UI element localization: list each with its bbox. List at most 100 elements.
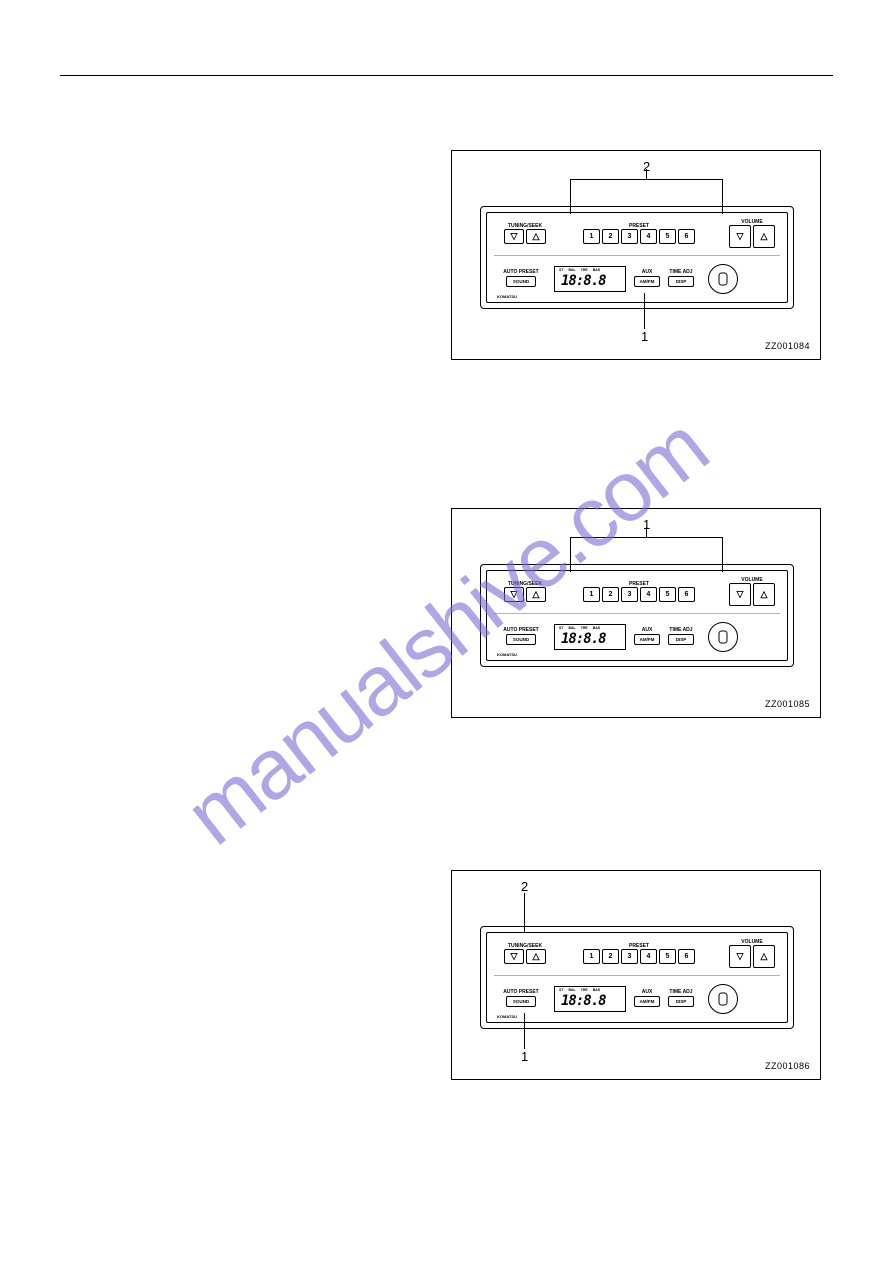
top-row: TUNING/SEEK PRESET 1 2 3 4 5 6	[494, 939, 780, 969]
power-knob[interactable]	[708, 622, 738, 652]
display-value: 18:8.8	[561, 273, 606, 289]
callout-line	[570, 179, 722, 180]
tre-indicator: TRE	[581, 988, 588, 992]
power-knob[interactable]	[708, 264, 738, 294]
preset-6-button[interactable]: 6	[678, 949, 695, 964]
volume-up-button[interactable]	[753, 225, 775, 248]
tuning-down-button[interactable]	[504, 229, 524, 244]
bas-indicator: BAS	[593, 268, 600, 272]
auto-preset-group: AUTO PRESET SOUND	[494, 990, 548, 1007]
radio-panel: TUNING/SEEK PRESET 1 2 3 4 5 6	[480, 564, 794, 667]
preset-3-button[interactable]: 3	[621, 949, 638, 964]
tuning-up-button[interactable]	[526, 949, 546, 964]
radio-panel: TUNING/SEEK PRESET 1 2 3 4 5 6	[480, 206, 794, 309]
sound-button[interactable]: SOUND	[506, 634, 536, 645]
page-top-rule	[60, 75, 833, 76]
tuning-up-button[interactable]	[526, 587, 546, 602]
lcd-display: ST BAL TRE BAS 18:8.8	[554, 986, 626, 1012]
panel-divider	[494, 613, 780, 614]
tuning-down-button[interactable]	[504, 587, 524, 602]
preset-4-button[interactable]: 4	[640, 587, 657, 602]
tre-indicator: TRE	[581, 268, 588, 272]
figure-id: ZZ001084	[765, 341, 810, 351]
amfm-button[interactable]: AM/FM	[634, 276, 660, 287]
display-indicators: ST BAL TRE BAS	[559, 626, 600, 630]
display-indicators: ST BAL TRE BAS	[559, 268, 600, 272]
preset-2-button[interactable]: 2	[602, 949, 619, 964]
time-label: TIME ADJ	[669, 270, 692, 275]
radio-inner: TUNING/SEEK PRESET 1 2 3 4 5 6	[486, 570, 788, 661]
radio-inner: TUNING/SEEK PRESET 1 2 3 4 5 6	[486, 932, 788, 1023]
callout-number: 1	[641, 329, 648, 344]
preset-1-button[interactable]: 1	[583, 949, 600, 964]
sound-button[interactable]: SOUND	[506, 996, 536, 1007]
tuning-down-button[interactable]	[504, 949, 524, 964]
preset-group: PRESET 1 2 3 4 5 6	[566, 224, 712, 244]
time-group: TIME ADJ DISP	[668, 628, 694, 645]
bas-indicator: BAS	[593, 626, 600, 630]
display-indicators: ST BAL TRE BAS	[559, 988, 600, 992]
figure-id: ZZ001085	[765, 699, 810, 709]
amfm-button[interactable]: AM/FM	[634, 634, 660, 645]
display-value: 18:8.8	[561, 993, 606, 1009]
time-group: TIME ADJ DISP	[668, 270, 694, 287]
brand-label: KOMATSU	[497, 652, 517, 657]
preset-5-button[interactable]: 5	[659, 229, 676, 244]
callout-line	[646, 527, 647, 537]
auto-preset-label: AUTO PRESET	[503, 628, 538, 633]
brand-label: KOMATSU	[497, 1014, 517, 1019]
tuning-group: TUNING/SEEK	[494, 582, 556, 602]
figure-id: ZZ001086	[765, 1061, 810, 1071]
volume-down-button[interactable]	[729, 225, 751, 248]
volume-group: VOLUME	[724, 220, 780, 248]
disp-button[interactable]: DISP	[668, 634, 694, 645]
preset-1-button[interactable]: 1	[583, 229, 600, 244]
auto-preset-group: AUTO PRESET SOUND	[494, 270, 548, 287]
volume-down-button[interactable]	[729, 945, 751, 968]
sound-button[interactable]: SOUND	[506, 276, 536, 287]
lcd-display: ST BAL TRE BAS 18:8.8	[554, 624, 626, 650]
top-row: TUNING/SEEK PRESET 1 2 3 4 5 6	[494, 577, 780, 607]
auto-preset-label: AUTO PRESET	[503, 990, 538, 995]
preset-4-button[interactable]: 4	[640, 229, 657, 244]
amfm-button[interactable]: AM/FM	[634, 996, 660, 1007]
top-row: TUNING/SEEK PRESET 1 2 3 4 5 6	[494, 219, 780, 249]
figure-3: 2 1 TUNING/SEEK PRESET 1 2	[451, 870, 821, 1080]
volume-group: VOLUME	[724, 578, 780, 606]
preset-group: PRESET 1 2 3 4 5 6	[566, 582, 712, 602]
preset-3-button[interactable]: 3	[621, 587, 638, 602]
disp-button[interactable]: DISP	[668, 276, 694, 287]
callout-line	[570, 537, 722, 538]
bal-indicator: BAL	[568, 988, 575, 992]
volume-up-button[interactable]	[753, 583, 775, 606]
preset-3-button[interactable]: 3	[621, 229, 638, 244]
preset-2-button[interactable]: 2	[602, 229, 619, 244]
panel-divider	[494, 975, 780, 976]
aux-label: AUX	[642, 270, 653, 275]
figure-1: 2 1 TUNING/SEEK PRESET 1 2	[451, 150, 821, 360]
bottom-row: AUTO PRESET SOUND ST BAL TRE BAS 18:8.8 …	[494, 261, 780, 296]
radio-inner: TUNING/SEEK PRESET 1 2 3 4 5 6	[486, 212, 788, 303]
time-label: TIME ADJ	[669, 990, 692, 995]
preset-5-button[interactable]: 5	[659, 587, 676, 602]
preset-2-button[interactable]: 2	[602, 587, 619, 602]
volume-group: VOLUME	[724, 940, 780, 968]
preset-1-button[interactable]: 1	[583, 587, 600, 602]
bas-indicator: BAS	[593, 988, 600, 992]
auto-preset-label: AUTO PRESET	[503, 270, 538, 275]
bottom-row: AUTO PRESET SOUND ST BAL TRE BAS 18:8.8 …	[494, 619, 780, 654]
volume-down-button[interactable]	[729, 583, 751, 606]
preset-5-button[interactable]: 5	[659, 949, 676, 964]
lcd-display: ST BAL TRE BAS 18:8.8	[554, 266, 626, 292]
auto-preset-group: AUTO PRESET SOUND	[494, 628, 548, 645]
tuning-up-button[interactable]	[526, 229, 546, 244]
preset-6-button[interactable]: 6	[678, 229, 695, 244]
bottom-row: AUTO PRESET SOUND ST BAL TRE BAS 18:8.8 …	[494, 981, 780, 1016]
radio-panel: TUNING/SEEK PRESET 1 2 3 4 5 6	[480, 926, 794, 1029]
aux-group: AUX AM/FM	[634, 270, 660, 287]
power-knob[interactable]	[708, 984, 738, 1014]
volume-up-button[interactable]	[753, 945, 775, 968]
disp-button[interactable]: DISP	[668, 996, 694, 1007]
preset-6-button[interactable]: 6	[678, 587, 695, 602]
preset-4-button[interactable]: 4	[640, 949, 657, 964]
